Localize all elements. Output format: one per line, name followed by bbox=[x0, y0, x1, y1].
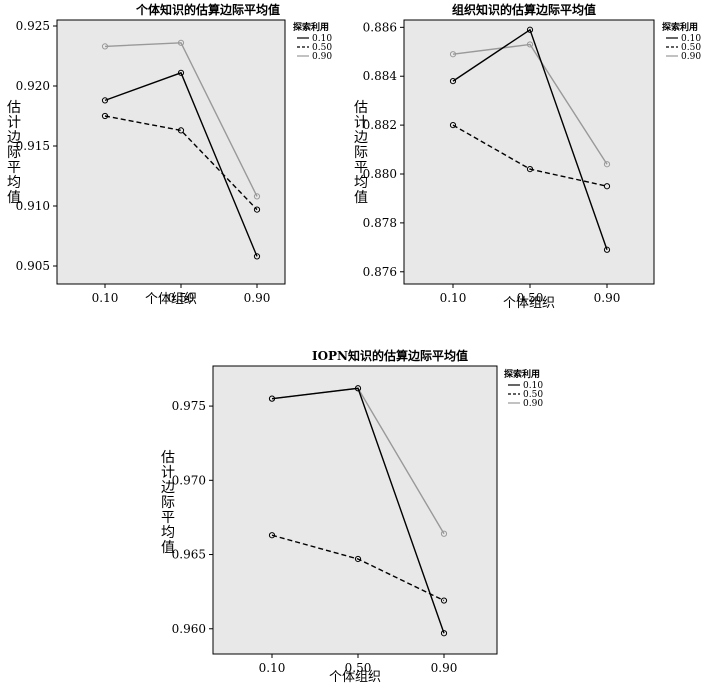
data-point bbox=[101, 112, 109, 120]
x-tick-label: 0.90 bbox=[431, 661, 458, 675]
legend-label: 0.10 bbox=[523, 381, 543, 391]
data-point bbox=[253, 206, 261, 213]
y-axis-title: 估计边际平均值 bbox=[354, 100, 368, 206]
legend-label: 0.10 bbox=[681, 34, 701, 44]
data-point bbox=[253, 193, 261, 200]
y-axis-title: 估计边际平均值 bbox=[161, 450, 175, 556]
x-tick-label: 0.10 bbox=[440, 291, 467, 305]
data-point bbox=[268, 532, 276, 539]
legend-title: 探索利用 bbox=[662, 21, 698, 33]
data-point bbox=[268, 395, 276, 402]
chart-title: 组织知识的估算边际平均值 bbox=[452, 2, 596, 17]
data-point bbox=[101, 43, 109, 50]
chart-title: 个体知识的估算边际平均值 bbox=[135, 2, 280, 17]
data-point bbox=[440, 597, 448, 604]
x-tick-label: 0.90 bbox=[594, 291, 621, 305]
y-tick-label: 0.915 bbox=[16, 139, 50, 153]
legend-label: 0.90 bbox=[523, 399, 543, 409]
y-axis-title: 估计边际平均值 bbox=[7, 100, 21, 206]
data-point bbox=[354, 385, 362, 392]
data-point bbox=[449, 51, 457, 58]
series-line-0.90 bbox=[104, 42, 258, 197]
series-line-0.50 bbox=[271, 534, 445, 602]
x-axis-title: 个体组织 bbox=[329, 670, 381, 685]
y-tick-label: 0.910 bbox=[16, 199, 50, 213]
y-tick-label: 0.878 bbox=[363, 216, 397, 230]
x-axis-title: 个体组织 bbox=[145, 292, 197, 307]
legend-label: 0.90 bbox=[681, 52, 701, 62]
y-tick-label: 0.905 bbox=[16, 259, 50, 273]
legend-label: 0.50 bbox=[681, 43, 701, 53]
legend-title: 探索利用 bbox=[293, 21, 329, 33]
series-line-0.10 bbox=[104, 71, 258, 257]
series-line-0.90 bbox=[452, 43, 608, 165]
y-tick-label: 0.876 bbox=[363, 265, 397, 279]
legend-title: 探索利用 bbox=[504, 368, 540, 380]
y-tick-label: 0.925 bbox=[16, 19, 50, 33]
y-tick-label: 0.975 bbox=[172, 399, 206, 413]
chart-title: IOPN知识的估算边际平均值 bbox=[312, 348, 468, 363]
series-line-0.50 bbox=[104, 115, 258, 211]
data-point bbox=[526, 166, 534, 173]
series-line-0.10 bbox=[452, 28, 608, 251]
y-tick-label: 0.882 bbox=[363, 118, 397, 132]
data-point bbox=[603, 246, 611, 253]
x-tick-label: 0.50 bbox=[517, 291, 544, 305]
x-axis-title: 个体组织 bbox=[503, 296, 555, 311]
series-line-0.10 bbox=[271, 387, 445, 634]
legend-label: 0.50 bbox=[312, 43, 332, 53]
plot-area bbox=[56, 19, 286, 285]
data-point bbox=[440, 630, 448, 637]
legend-label: 0.10 bbox=[312, 34, 332, 44]
data-point bbox=[603, 161, 611, 168]
data-point bbox=[354, 555, 362, 563]
legend-label: 0.90 bbox=[312, 52, 332, 62]
data-point bbox=[449, 78, 457, 85]
data-point bbox=[449, 122, 457, 129]
series-line-0.50 bbox=[452, 124, 608, 187]
legend-label: 0.50 bbox=[523, 390, 543, 400]
plot-area bbox=[403, 19, 655, 285]
y-tick-label: 0.880 bbox=[363, 167, 397, 181]
data-point bbox=[253, 253, 261, 260]
x-tick-label: 0.10 bbox=[259, 661, 286, 675]
data-point bbox=[440, 530, 448, 537]
y-tick-label: 0.886 bbox=[363, 20, 397, 34]
data-point bbox=[526, 41, 534, 48]
data-point bbox=[177, 127, 185, 134]
y-tick-label: 0.970 bbox=[172, 473, 206, 487]
y-tick-label: 0.920 bbox=[16, 79, 50, 93]
data-point bbox=[177, 39, 185, 46]
x-tick-label: 0.90 bbox=[244, 291, 271, 305]
y-tick-label: 0.965 bbox=[172, 548, 206, 562]
x-tick-label: 0.50 bbox=[345, 661, 372, 675]
x-tick-label: 0.50 bbox=[168, 291, 195, 305]
y-tick-label: 0.884 bbox=[363, 69, 398, 83]
x-tick-label: 0.10 bbox=[92, 291, 119, 305]
data-point bbox=[177, 69, 185, 76]
data-point bbox=[526, 26, 534, 33]
plot-area bbox=[212, 365, 498, 655]
chart-0: 个体知识的估算边际平均值 0.905 0.910 0.915 0.920 0.925 0.1… bbox=[7, 2, 332, 307]
y-tick-label: 0.960 bbox=[172, 622, 206, 636]
chart-1: 组织知识的估算边际平均值 0.876 0.878 0.880 0.882 0.884 0.8… bbox=[354, 2, 701, 311]
data-point bbox=[101, 97, 109, 104]
data-point bbox=[603, 183, 611, 190]
